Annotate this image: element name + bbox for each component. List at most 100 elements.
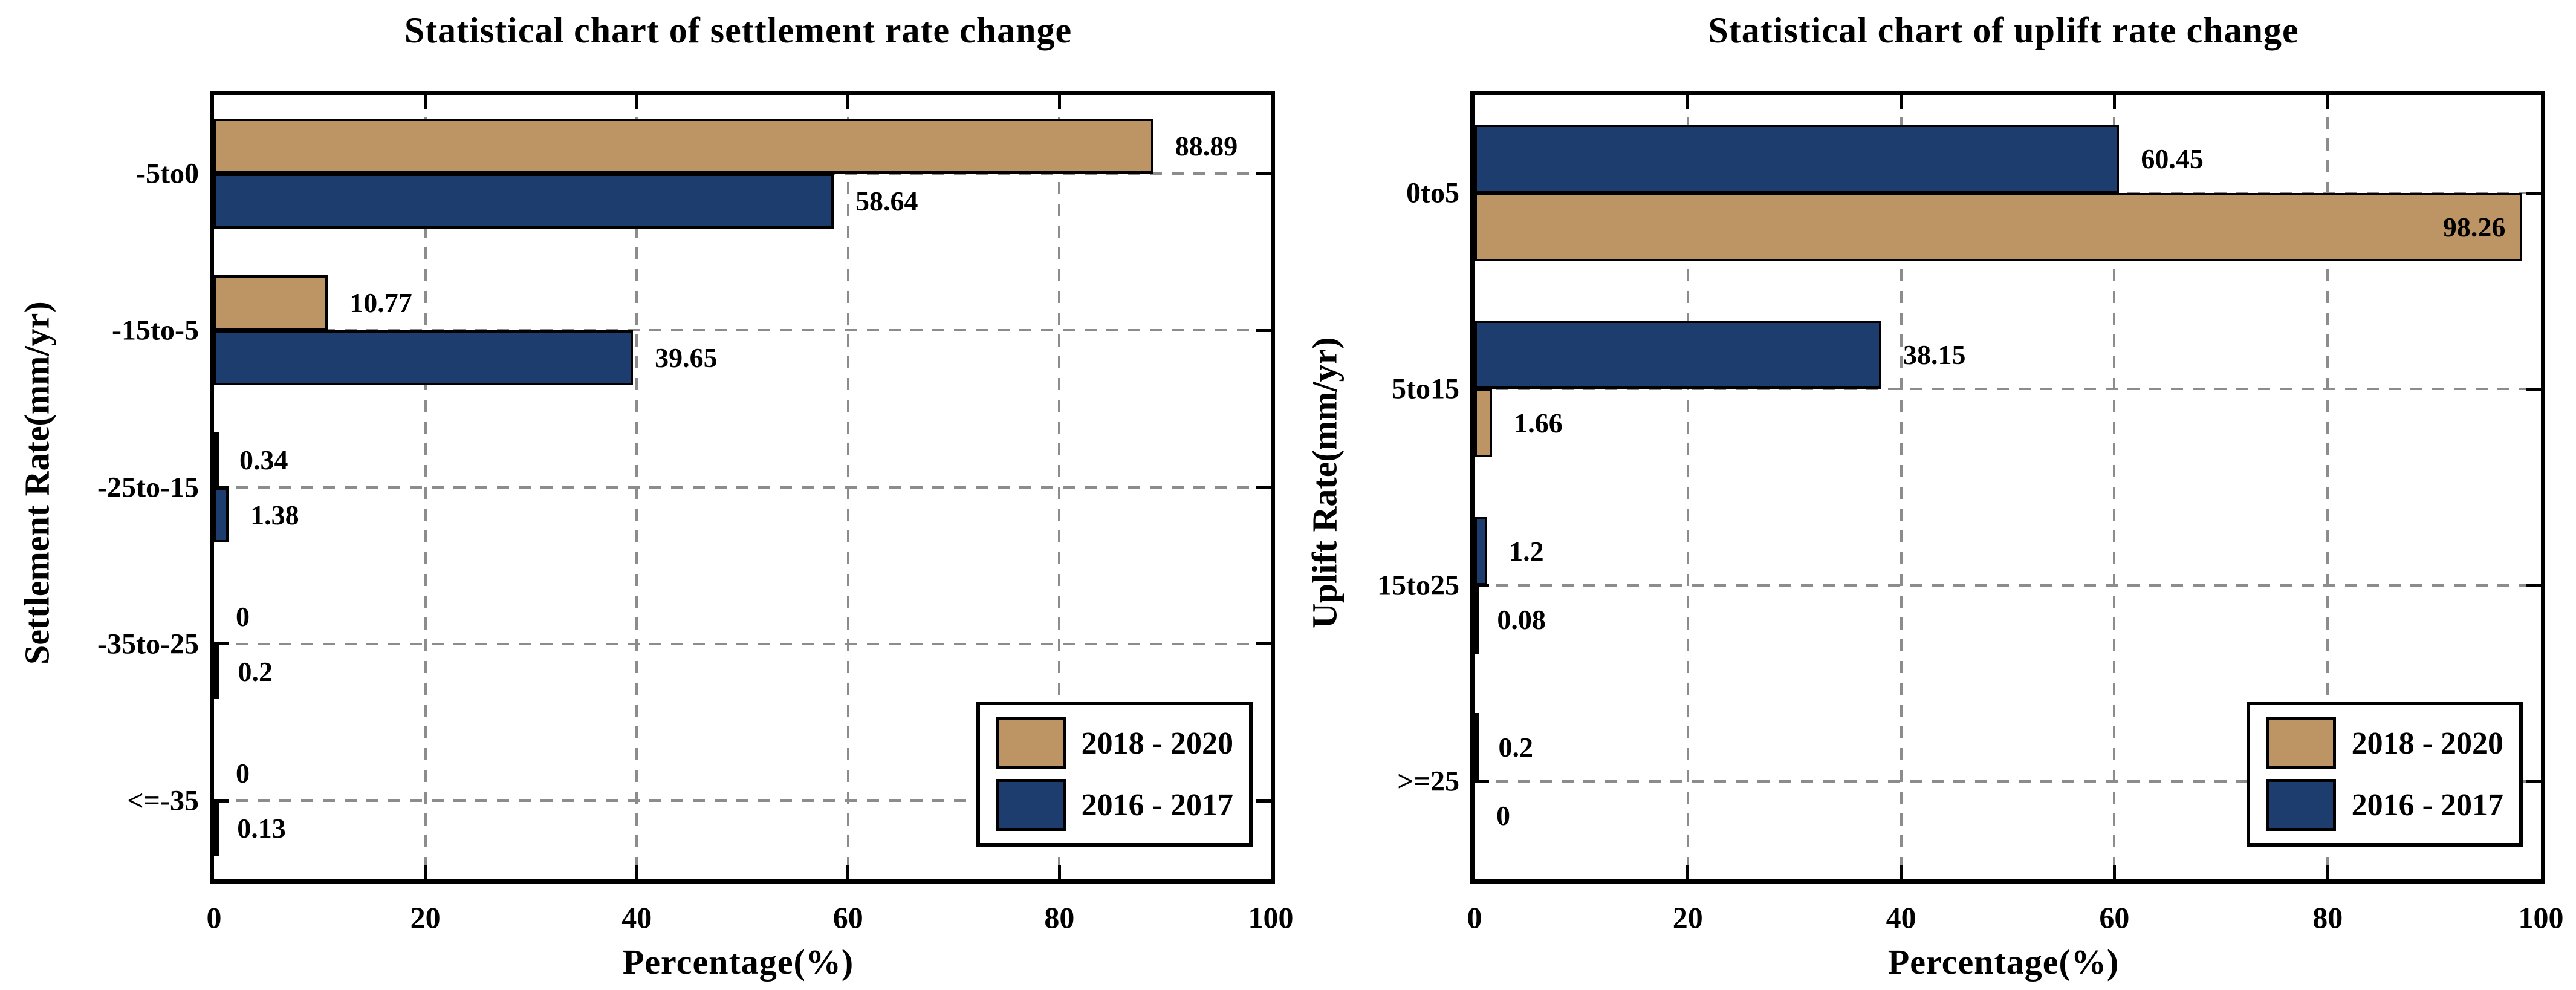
bar-value-label: 88.89	[1175, 130, 1238, 161]
y-tick	[214, 799, 229, 803]
legend-swatch-2016-2017	[995, 779, 1066, 831]
bar	[214, 801, 219, 856]
category-label: -25to-15	[97, 471, 199, 503]
category-label: -15to-5	[112, 314, 199, 347]
x-tick-label: 0	[206, 900, 222, 934]
y-tick	[2526, 387, 2541, 391]
x-tick-label: 20	[410, 900, 441, 934]
x-tick	[2112, 95, 2116, 109]
x-tick-label: 40	[1886, 900, 1916, 934]
bar-value-label: 1.2	[1509, 535, 1544, 567]
x-tick	[424, 865, 427, 879]
x-tick	[2112, 865, 2116, 879]
y-gridline	[214, 329, 1271, 332]
bar-value-label: 39.65	[655, 342, 718, 374]
x-tick	[846, 865, 850, 879]
bar	[214, 643, 219, 699]
bar-value-label: 0	[236, 758, 250, 789]
legend-label: 2018 - 2020	[1081, 726, 1233, 761]
bar-value-label: 1.66	[1514, 408, 1563, 439]
bar-value-label: 60.45	[2141, 143, 2204, 175]
legend-label: 2018 - 2020	[2351, 726, 2503, 761]
y-gridline	[214, 799, 1271, 803]
bar	[214, 432, 219, 487]
x-gridline	[2326, 95, 2329, 879]
category-label: >=25	[1397, 765, 1459, 798]
legend-label: 2016 - 2017	[2351, 787, 2503, 822]
bar-value-label: 38.15	[1903, 339, 1966, 371]
legend: 2018 - 2020 2016 - 2017	[976, 702, 1253, 847]
bar	[214, 487, 229, 542]
y-tick	[2526, 780, 2541, 783]
x-tick	[2326, 95, 2329, 109]
x-tick-label: 60	[832, 900, 863, 934]
x-tick-label: 20	[1672, 900, 1703, 934]
y-tick	[1256, 799, 1271, 803]
y-gridline	[1475, 780, 2541, 783]
bar	[1475, 585, 1479, 654]
y-gridline	[1475, 388, 2541, 391]
bar	[214, 275, 328, 331]
bar	[1475, 389, 1493, 458]
x-tick	[1900, 865, 1903, 879]
x-tick-label: 80	[1044, 900, 1075, 934]
x-tick	[846, 95, 850, 109]
x-tick	[1057, 95, 1061, 109]
y-gridline	[214, 486, 1271, 489]
y-tick	[1256, 172, 1271, 175]
x-tick	[1686, 865, 1690, 879]
chart-title: Statistical chart of uplift rate change	[1708, 10, 2299, 50]
x-tick-label: 100	[2518, 900, 2564, 934]
bar-value-label: 98.26	[2442, 212, 2506, 243]
bar-value-label: 0.2	[238, 656, 273, 687]
legend-label: 2016 - 2017	[1081, 787, 1233, 822]
x-tick-label: 100	[1248, 900, 1294, 934]
bar-value-label: 0	[1496, 799, 1510, 831]
x-gridline	[1686, 95, 1689, 879]
category-label: 0to5	[1406, 177, 1459, 209]
plot-area: 2018 - 2020 2016 - 2017 0 20 40 60 80 100 -5to…	[97, 91, 1294, 934]
x-tick-label: 40	[621, 900, 652, 934]
x-tick-label: 80	[2312, 900, 2343, 934]
bar	[214, 118, 1153, 174]
category-label: -5to0	[136, 157, 199, 190]
x-tick	[1057, 865, 1061, 879]
bar-value-label: 10.77	[349, 287, 412, 319]
x-axis-title: Percentage(%)	[622, 942, 854, 982]
chart-title: Statistical chart of settlement rate cha…	[404, 10, 1072, 50]
bar	[1475, 516, 1488, 585]
bar	[1475, 321, 1881, 389]
bar	[1475, 712, 1479, 781]
x-tick-label: 0	[1467, 900, 1482, 934]
bar-value-label: 0.2	[1498, 731, 1534, 763]
x-tick	[424, 95, 427, 109]
y-tick	[1256, 328, 1271, 332]
category-label: -35to-25	[97, 628, 199, 660]
y-tick	[1475, 780, 1489, 783]
x-tick	[1900, 95, 1903, 109]
legend-item: 2018 - 2020	[995, 717, 1233, 769]
legend-swatch-2018-2020	[2265, 717, 2336, 769]
x-tick	[635, 95, 638, 109]
bar-value-label: 0.34	[239, 444, 288, 475]
y-tick	[1475, 584, 1489, 587]
y-gridline	[1475, 584, 2541, 587]
legend-item: 2018 - 2020	[2265, 717, 2503, 769]
y-tick	[1256, 642, 1271, 646]
y-tick	[2526, 191, 2541, 195]
bar	[214, 173, 834, 229]
y-tick	[2526, 584, 2541, 587]
settlement-chart: Statistical chart of settlement rate cha…	[18, 10, 1294, 982]
category-label: <=-35	[127, 784, 199, 817]
bar	[214, 330, 634, 386]
category-label: 5to15	[1392, 373, 1459, 405]
bar-value-label: 0.08	[1497, 604, 1546, 635]
legend-swatch-2016-2017	[2265, 779, 2336, 831]
bar-value-label: 0	[236, 601, 250, 632]
legend-swatch-2018-2020	[995, 717, 1066, 769]
x-tick-label: 60	[2099, 900, 2130, 934]
bar-value-label: 0.13	[237, 813, 286, 844]
x-gridline	[1900, 95, 1903, 879]
plot-area: 2018 - 2020 2016 - 2017 0 20 40 60 80 100 0to5…	[1377, 91, 2564, 934]
